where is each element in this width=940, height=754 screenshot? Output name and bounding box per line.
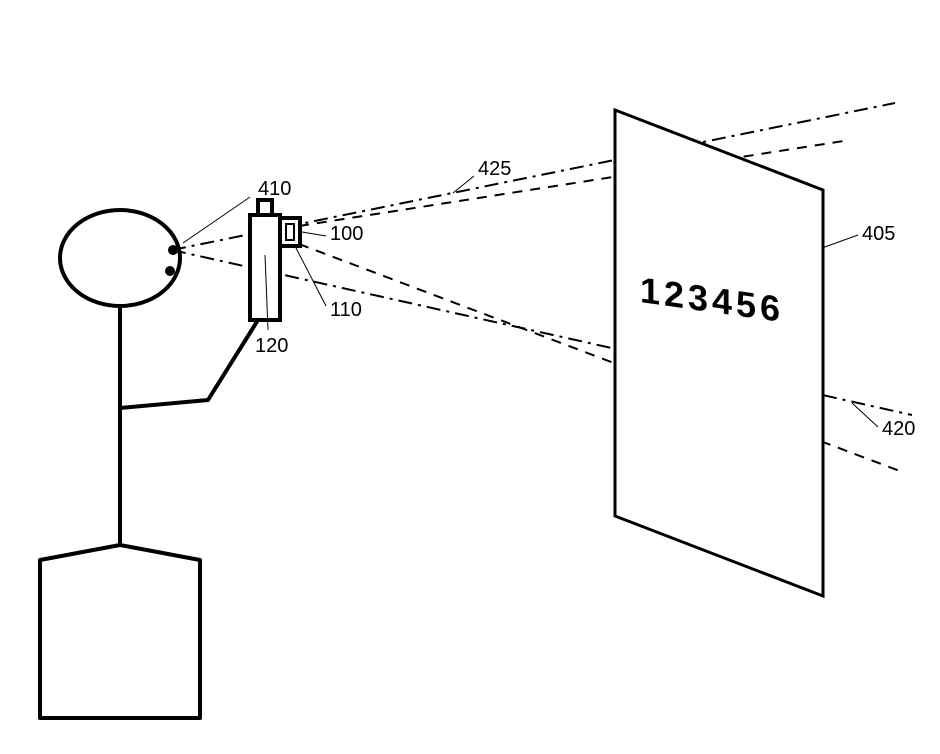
ref-label-100: 100 bbox=[330, 223, 363, 245]
projection-surface bbox=[615, 110, 823, 596]
ref-label-425: 425 bbox=[478, 158, 511, 180]
ref-label-110: 110 bbox=[330, 299, 362, 321]
patent-figure: 123456 410425100120110405420 bbox=[0, 0, 940, 754]
stick-figure bbox=[40, 210, 258, 718]
handheld-device bbox=[250, 200, 300, 320]
ref-label-410: 410 bbox=[258, 178, 291, 200]
ref-label-420: 420 bbox=[882, 418, 915, 440]
ref-label-405: 405 bbox=[862, 223, 895, 245]
ref-label-120: 120 bbox=[255, 335, 288, 357]
